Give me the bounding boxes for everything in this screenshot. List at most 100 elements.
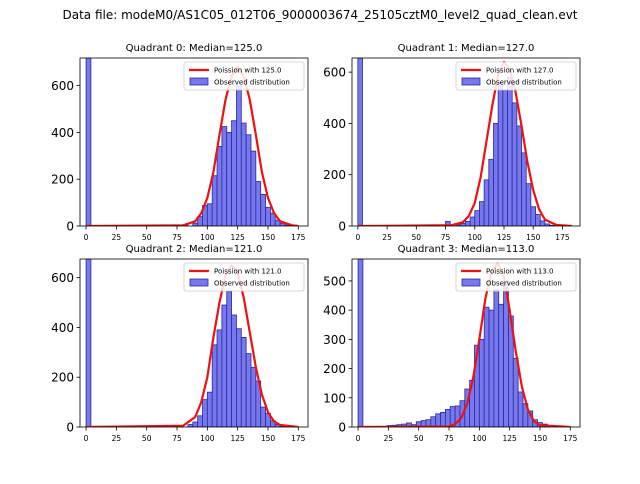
x-tick-label: 125 (502, 434, 517, 443)
y-tick-label: 0 (66, 421, 74, 435)
panel-title: Quadrant 3: Median=113.0 (398, 244, 535, 255)
histogram-bar (488, 309, 495, 427)
histogram-bar (497, 81, 504, 226)
x-tick-label: 150 (526, 233, 541, 242)
histogram-bar (236, 328, 242, 427)
histogram-bar (493, 289, 500, 427)
histogram-bar (493, 123, 499, 226)
quadrant-3-data (357, 259, 571, 427)
x-tick-label: 25 (384, 434, 394, 443)
histogram-bar (260, 406, 266, 427)
histogram-bar (192, 222, 199, 226)
histogram-bar (440, 411, 446, 427)
x-tick-label: 25 (382, 233, 392, 242)
histogram-bar (226, 132, 232, 226)
histogram-bar (512, 357, 519, 427)
legend-label-poisson: Poission with 127.0 (486, 67, 554, 75)
histogram-bar (255, 181, 262, 226)
legend-box (455, 262, 577, 292)
histogram-bar (245, 353, 252, 427)
histogram-bar (265, 206, 271, 226)
histogram-bar (357, 259, 364, 427)
legend: Poission with 125.0 Observed distribution (183, 61, 305, 91)
histogram-bar (498, 303, 504, 427)
y-tick-label: 100 (323, 391, 346, 405)
x-tick-label: 150 (261, 233, 276, 242)
histogram-bar (483, 306, 490, 427)
histogram-bar (211, 175, 218, 226)
panel-title: Quadrant 0: Median=125.0 (126, 43, 263, 54)
legend: Poission with 113.0 Observed distribution (455, 262, 577, 292)
y-tick-label: 0 (338, 220, 346, 234)
histogram-bar (488, 158, 494, 226)
axes-frame (79, 57, 309, 227)
histogram-bar (445, 220, 451, 226)
histogram-bar (245, 134, 252, 226)
x-tick-label: 0 (84, 434, 89, 443)
x-tick-label: 25 (112, 233, 122, 242)
x-tick-label: 75 (441, 233, 451, 242)
y-tick-label: 200 (323, 168, 346, 182)
legend-bar-swatch (189, 278, 209, 287)
histogram-bar (507, 76, 513, 226)
figure-suptitle: Data file: modeM0/AS1C05_012T06_90000036… (62, 8, 578, 22)
histogram-bar (197, 415, 203, 427)
histogram-bar (474, 210, 480, 226)
panel-title: Quadrant 2: Median=121.0 (126, 244, 263, 255)
histogram-bar (483, 179, 490, 226)
y-tick-label: 400 (323, 117, 346, 131)
x-tick-label: 0 (356, 434, 361, 443)
legend: Poission with 127.0 Observed distribution (455, 61, 577, 91)
histogram-bar (517, 391, 524, 427)
legend-box (455, 61, 577, 91)
x-tick-label: 100 (200, 233, 215, 242)
histogram-bar (216, 146, 223, 226)
y-tick-label: 400 (51, 321, 74, 335)
histogram-bar (240, 336, 247, 427)
legend-box (183, 61, 305, 91)
poisson-line (86, 65, 299, 226)
x-tick-label: 175 (555, 233, 570, 242)
legend-label-poisson: Poission with 125.0 (214, 67, 282, 75)
histogram-bar (206, 391, 213, 427)
histogram-bar (511, 102, 518, 226)
quadrant-1-panel: 0 25 50 75 100 125 150 175 0 200 400 600 Quadrant 1:… (323, 43, 581, 242)
histogram-bar (206, 203, 213, 226)
x-tick-label: 25 (112, 434, 122, 443)
panel-title: Quadrant 1: Median=127.0 (398, 43, 535, 54)
y-tick-label: 0 (66, 220, 74, 234)
histogram-bar (479, 201, 485, 226)
x-tick-label: 0 (355, 233, 360, 242)
legend-bar-swatch (461, 278, 481, 287)
axes-frame (351, 258, 581, 428)
x-tick-label: 100 (472, 434, 487, 443)
legend-box (183, 262, 305, 292)
y-tick-label: 200 (323, 362, 346, 376)
y-tick-label: 500 (323, 274, 346, 288)
histogram-bar (192, 421, 199, 427)
histogram-bar (250, 366, 257, 427)
y-tick-label: 300 (323, 333, 346, 347)
histogram-bar (444, 409, 451, 427)
histogram-bar (226, 290, 232, 427)
histogram-bar (435, 413, 441, 427)
x-tick-label: 75 (172, 434, 182, 443)
histogram-bar (240, 122, 247, 226)
y-tick-label: 400 (51, 126, 74, 140)
x-tick-label: 50 (412, 233, 422, 242)
x-tick-label: 125 (230, 233, 245, 242)
histogram-bar (502, 89, 508, 226)
legend-label-observed: Observed distribution (486, 280, 562, 288)
x-tick-label: 50 (414, 434, 424, 443)
histogram-bar (85, 259, 92, 427)
legend-label-observed: Observed distribution (214, 280, 290, 288)
x-tick-label: 175 (563, 434, 578, 443)
x-tick-label: 125 (497, 233, 512, 242)
quadrant-0-panel: 0 25 50 75 100 125 150 175 0 200 400 600 Quadrant 0:… (51, 43, 309, 242)
x-tick-label: 100 (468, 233, 483, 242)
histogram-bar (478, 338, 485, 427)
histogram-bar (221, 304, 228, 427)
x-tick-label: 125 (230, 434, 245, 443)
histogram-bar (221, 126, 228, 226)
histogram-bar (231, 314, 237, 427)
